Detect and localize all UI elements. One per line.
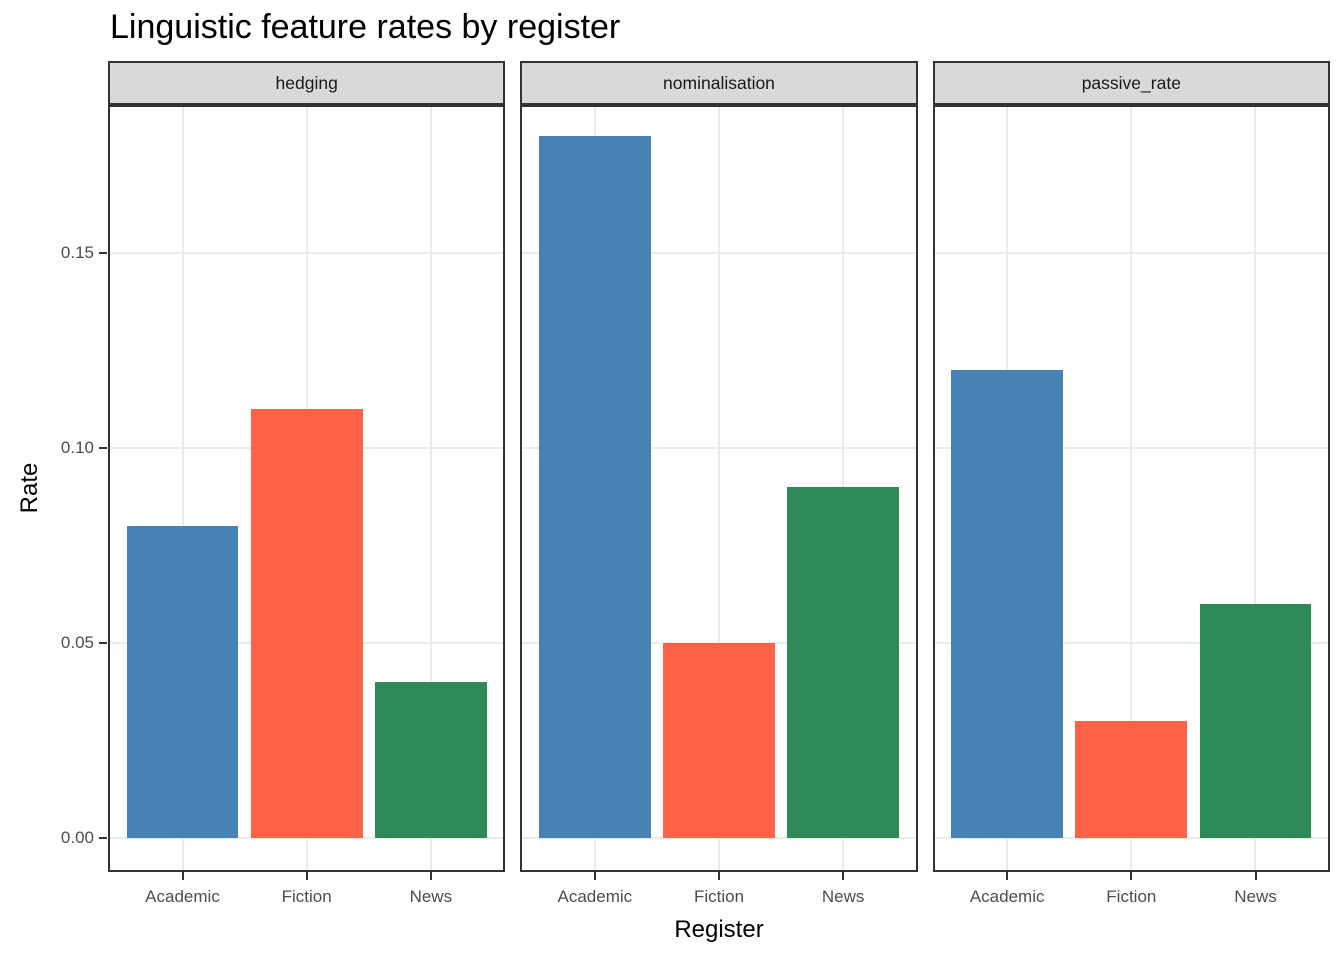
- x-tick-label: Fiction: [1106, 887, 1157, 906]
- x-tick-label: Academic: [557, 887, 633, 906]
- y-tick-label: 0.05: [60, 633, 94, 653]
- x-tick-mark: [429, 872, 432, 880]
- facet-strip-label: hedging: [275, 72, 338, 93]
- y-tick-mark: [99, 837, 107, 840]
- bar-nominalisation-fiction: [663, 643, 775, 839]
- x-tick-label: Fiction: [693, 887, 745, 906]
- y-tick-label: 0.00: [60, 828, 94, 848]
- facet-strip-hedging: hedging: [108, 61, 506, 105]
- bar-hedging-academic: [126, 526, 239, 839]
- x-tick-mark: [305, 872, 308, 880]
- bar-passive_rate-fiction: [1075, 721, 1188, 839]
- x-tick-label: News: [1234, 887, 1277, 906]
- panel-nominalisation: [520, 105, 918, 872]
- x-tick-mark: [1254, 872, 1257, 880]
- gridline-vertical: [1130, 105, 1133, 872]
- x-tick-label: Fiction: [281, 887, 332, 906]
- x-tick-mark: [1006, 872, 1009, 880]
- panel-hedging: [108, 105, 506, 872]
- y-tick-label: 0.10: [60, 438, 94, 458]
- y-tick-mark: [99, 252, 107, 255]
- bar-passive_rate-news: [1199, 604, 1312, 839]
- y-tick-label: 0.15: [60, 243, 94, 263]
- bar-passive_rate-academic: [951, 370, 1064, 839]
- x-tick-label: News: [409, 887, 453, 906]
- bar-hedging-news: [374, 682, 487, 839]
- y-tick-mark: [99, 642, 107, 645]
- facet-strip-label: nominalisation: [663, 72, 775, 93]
- x-tick-mark: [181, 872, 184, 880]
- bar-nominalisation-academic: [538, 136, 651, 839]
- bar-nominalisation-news: [787, 487, 900, 839]
- chart-title: Linguistic feature rates by register: [110, 8, 621, 46]
- x-tick-mark: [593, 872, 596, 880]
- x-tick-mark: [842, 872, 845, 880]
- gridline-vertical: [1254, 105, 1257, 872]
- facet-strip-nominalisation: nominalisation: [520, 61, 918, 105]
- x-tick-label: Academic: [969, 887, 1045, 906]
- x-axis-title: Register: [674, 916, 764, 943]
- y-tick-mark: [99, 447, 107, 450]
- panel-passive_rate: [932, 105, 1330, 872]
- gridline-vertical: [429, 105, 432, 872]
- bar-hedging-fiction: [250, 409, 363, 839]
- x-tick-mark: [1130, 872, 1133, 880]
- x-tick-label: News: [821, 887, 865, 906]
- facet-strip-label: passive_rate: [1081, 72, 1181, 93]
- x-tick-mark: [718, 872, 720, 880]
- gridline-vertical: [717, 105, 720, 872]
- x-tick-label: Academic: [145, 887, 220, 906]
- gridline-vertical: [181, 105, 184, 872]
- facet-strip-passive_rate: passive_rate: [932, 61, 1330, 105]
